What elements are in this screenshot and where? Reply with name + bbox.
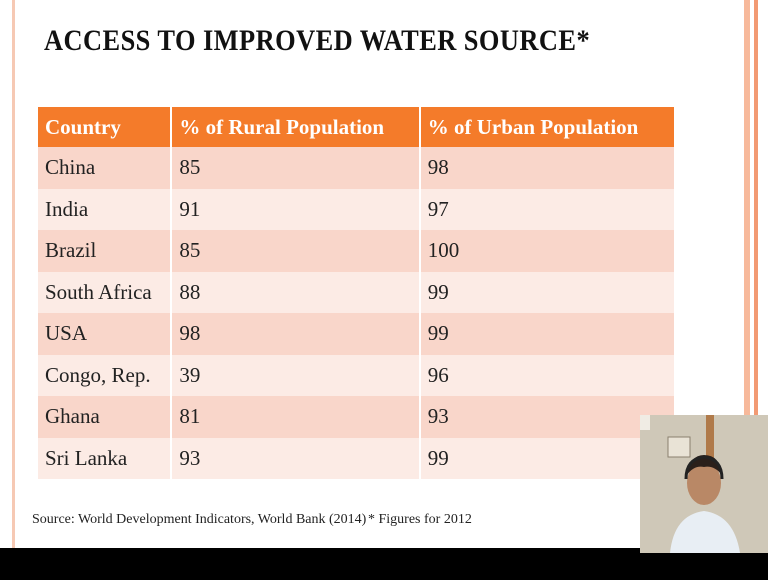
table-cell: 91 [171, 189, 419, 231]
table-cell: Ghana [38, 396, 171, 438]
table-cell: 85 [171, 230, 419, 272]
table-cell: Congo, Rep. [38, 355, 171, 397]
table-cell: 85 [171, 147, 419, 189]
column-header: Country [38, 107, 171, 147]
page: {"header": {"title": "ACCESS TO IMPROVED… [0, 0, 768, 580]
table-cell: Brazil [38, 230, 171, 272]
source-note: Source: World Development Indicators, Wo… [32, 512, 366, 528]
data-table: Country% of Rural Population% of Urban P… [38, 107, 676, 479]
webcam-overlay [640, 415, 768, 553]
table-cell: South Africa [38, 272, 171, 314]
table-cell: 39 [171, 355, 419, 397]
paper [640, 415, 650, 430]
webcam-image [640, 415, 768, 553]
table-cell: 100 [420, 230, 675, 272]
table-cell: 99 [420, 313, 675, 355]
table-cell: India [38, 189, 171, 231]
table-cell: 81 [171, 396, 419, 438]
table-cell: 98 [420, 147, 675, 189]
table-cell: 88 [171, 272, 419, 314]
slide-title: ACCESS TO IMPROVED WATER SOURCE* [44, 24, 590, 58]
frame [668, 437, 690, 457]
slide: ACCESS TO IMPROVED WATER SOURCE* Country… [0, 0, 768, 580]
table-cell: Sri Lanka [38, 438, 171, 480]
table-cell: 99 [420, 272, 675, 314]
column-header: % of Rural Population [171, 107, 419, 147]
table-cell: 96 [420, 355, 675, 397]
column-header: % of Urban Population [420, 107, 675, 147]
table-cell: 98 [171, 313, 419, 355]
table-header: Country% of Rural Population% of Urban P… [38, 107, 675, 147]
table-cell: 93 [420, 396, 675, 438]
table-cell: 97 [420, 189, 675, 231]
table-cell: USA [38, 313, 171, 355]
table-cell: China [38, 147, 171, 189]
table-cell: 93 [171, 438, 419, 480]
slide-border [12, 0, 15, 548]
table-cell: 99 [420, 438, 675, 480]
footnote: * Figures for 2012 [368, 512, 472, 528]
